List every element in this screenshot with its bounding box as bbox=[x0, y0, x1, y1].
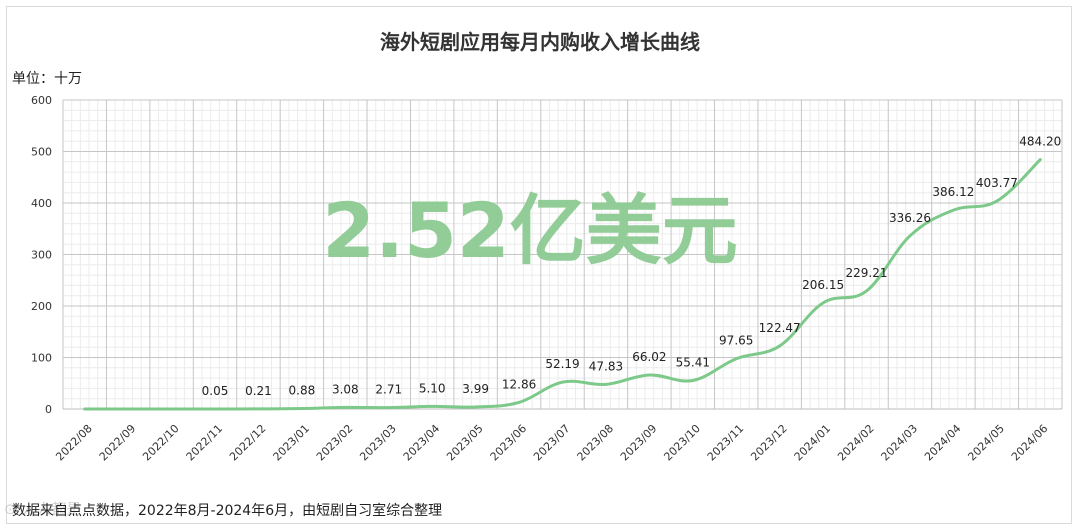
x-tick-label: 2023/05 bbox=[444, 422, 486, 464]
data-label: 2.71 bbox=[375, 383, 402, 397]
data-label: 0.21 bbox=[245, 384, 272, 398]
series-line bbox=[83, 158, 1042, 411]
x-tick-label: 2022/11 bbox=[184, 422, 226, 464]
x-tick-label: 2023/06 bbox=[488, 422, 530, 464]
x-tick-label: 2023/09 bbox=[618, 422, 660, 464]
data-label: 5.10 bbox=[419, 381, 446, 395]
data-label: 122.47 bbox=[759, 321, 801, 335]
x-tick-label: 2024/02 bbox=[835, 422, 877, 464]
unit-label: 单位：十万 bbox=[12, 71, 82, 87]
data-label: 97.65 bbox=[719, 334, 753, 348]
data-label: 206.15 bbox=[802, 278, 844, 292]
x-tick-label: 2023/12 bbox=[748, 422, 790, 464]
data-label: 55.41 bbox=[676, 355, 710, 369]
y-tick-label: 300 bbox=[31, 249, 52, 262]
x-tick-label: 2023/08 bbox=[575, 422, 617, 464]
data-label: 484.20 bbox=[1019, 135, 1061, 149]
data-label: 0.05 bbox=[202, 384, 229, 398]
x-tick-label: 2024/05 bbox=[965, 422, 1007, 464]
data-label: 52.19 bbox=[545, 357, 579, 371]
data-label: 229.21 bbox=[846, 266, 888, 280]
chart-title: 海外短剧应用每月内购收入增长曲线 bbox=[380, 30, 700, 54]
data-label: 12.86 bbox=[502, 377, 536, 391]
data-label: 3.08 bbox=[332, 382, 359, 396]
x-tick-label: 2023/03 bbox=[357, 422, 399, 464]
data-label: 47.83 bbox=[589, 359, 623, 373]
x-tick-label: 2023/11 bbox=[705, 422, 747, 464]
x-tick-label: 2023/01 bbox=[271, 422, 313, 464]
y-tick-label: 100 bbox=[31, 352, 52, 365]
data-label: 0.88 bbox=[289, 384, 316, 398]
x-tick-label: 2022/12 bbox=[227, 422, 269, 464]
overlay-total-text: 2.52亿美元 bbox=[322, 186, 738, 275]
x-tick-label: 2023/07 bbox=[531, 422, 573, 464]
y-tick-label: 600 bbox=[31, 94, 52, 107]
x-tick-label: 2024/01 bbox=[792, 422, 834, 464]
data-label: 336.26 bbox=[889, 211, 931, 225]
data-label: 66.02 bbox=[632, 350, 666, 364]
x-tick-label: 2022/10 bbox=[140, 422, 182, 464]
y-tick-label: 500 bbox=[31, 146, 52, 159]
watermark-logo: ⊙ 人人都是 bbox=[4, 500, 82, 518]
footer-source: 数据来自点点数据，2022年8月-2024年6月，由短剧自习室综合整理 bbox=[12, 503, 443, 519]
x-tick-label: 2024/04 bbox=[922, 422, 964, 464]
data-label: 386.12 bbox=[932, 185, 974, 199]
x-tick-label: 2024/03 bbox=[879, 422, 921, 464]
y-tick-label: 200 bbox=[31, 300, 52, 313]
x-tick-label: 2023/10 bbox=[661, 422, 703, 464]
data-label: 3.99 bbox=[462, 382, 489, 396]
y-tick-label: 0 bbox=[45, 403, 52, 416]
x-tick-label: 2022/09 bbox=[97, 422, 139, 464]
data-label: 403.77 bbox=[976, 176, 1018, 190]
x-tick-label: 2024/06 bbox=[1009, 422, 1051, 464]
x-tick-label: 2023/04 bbox=[401, 422, 443, 464]
x-tick-label: 2023/02 bbox=[314, 422, 356, 464]
x-tick-label: 2022/08 bbox=[53, 422, 95, 464]
y-tick-label: 400 bbox=[31, 197, 52, 210]
